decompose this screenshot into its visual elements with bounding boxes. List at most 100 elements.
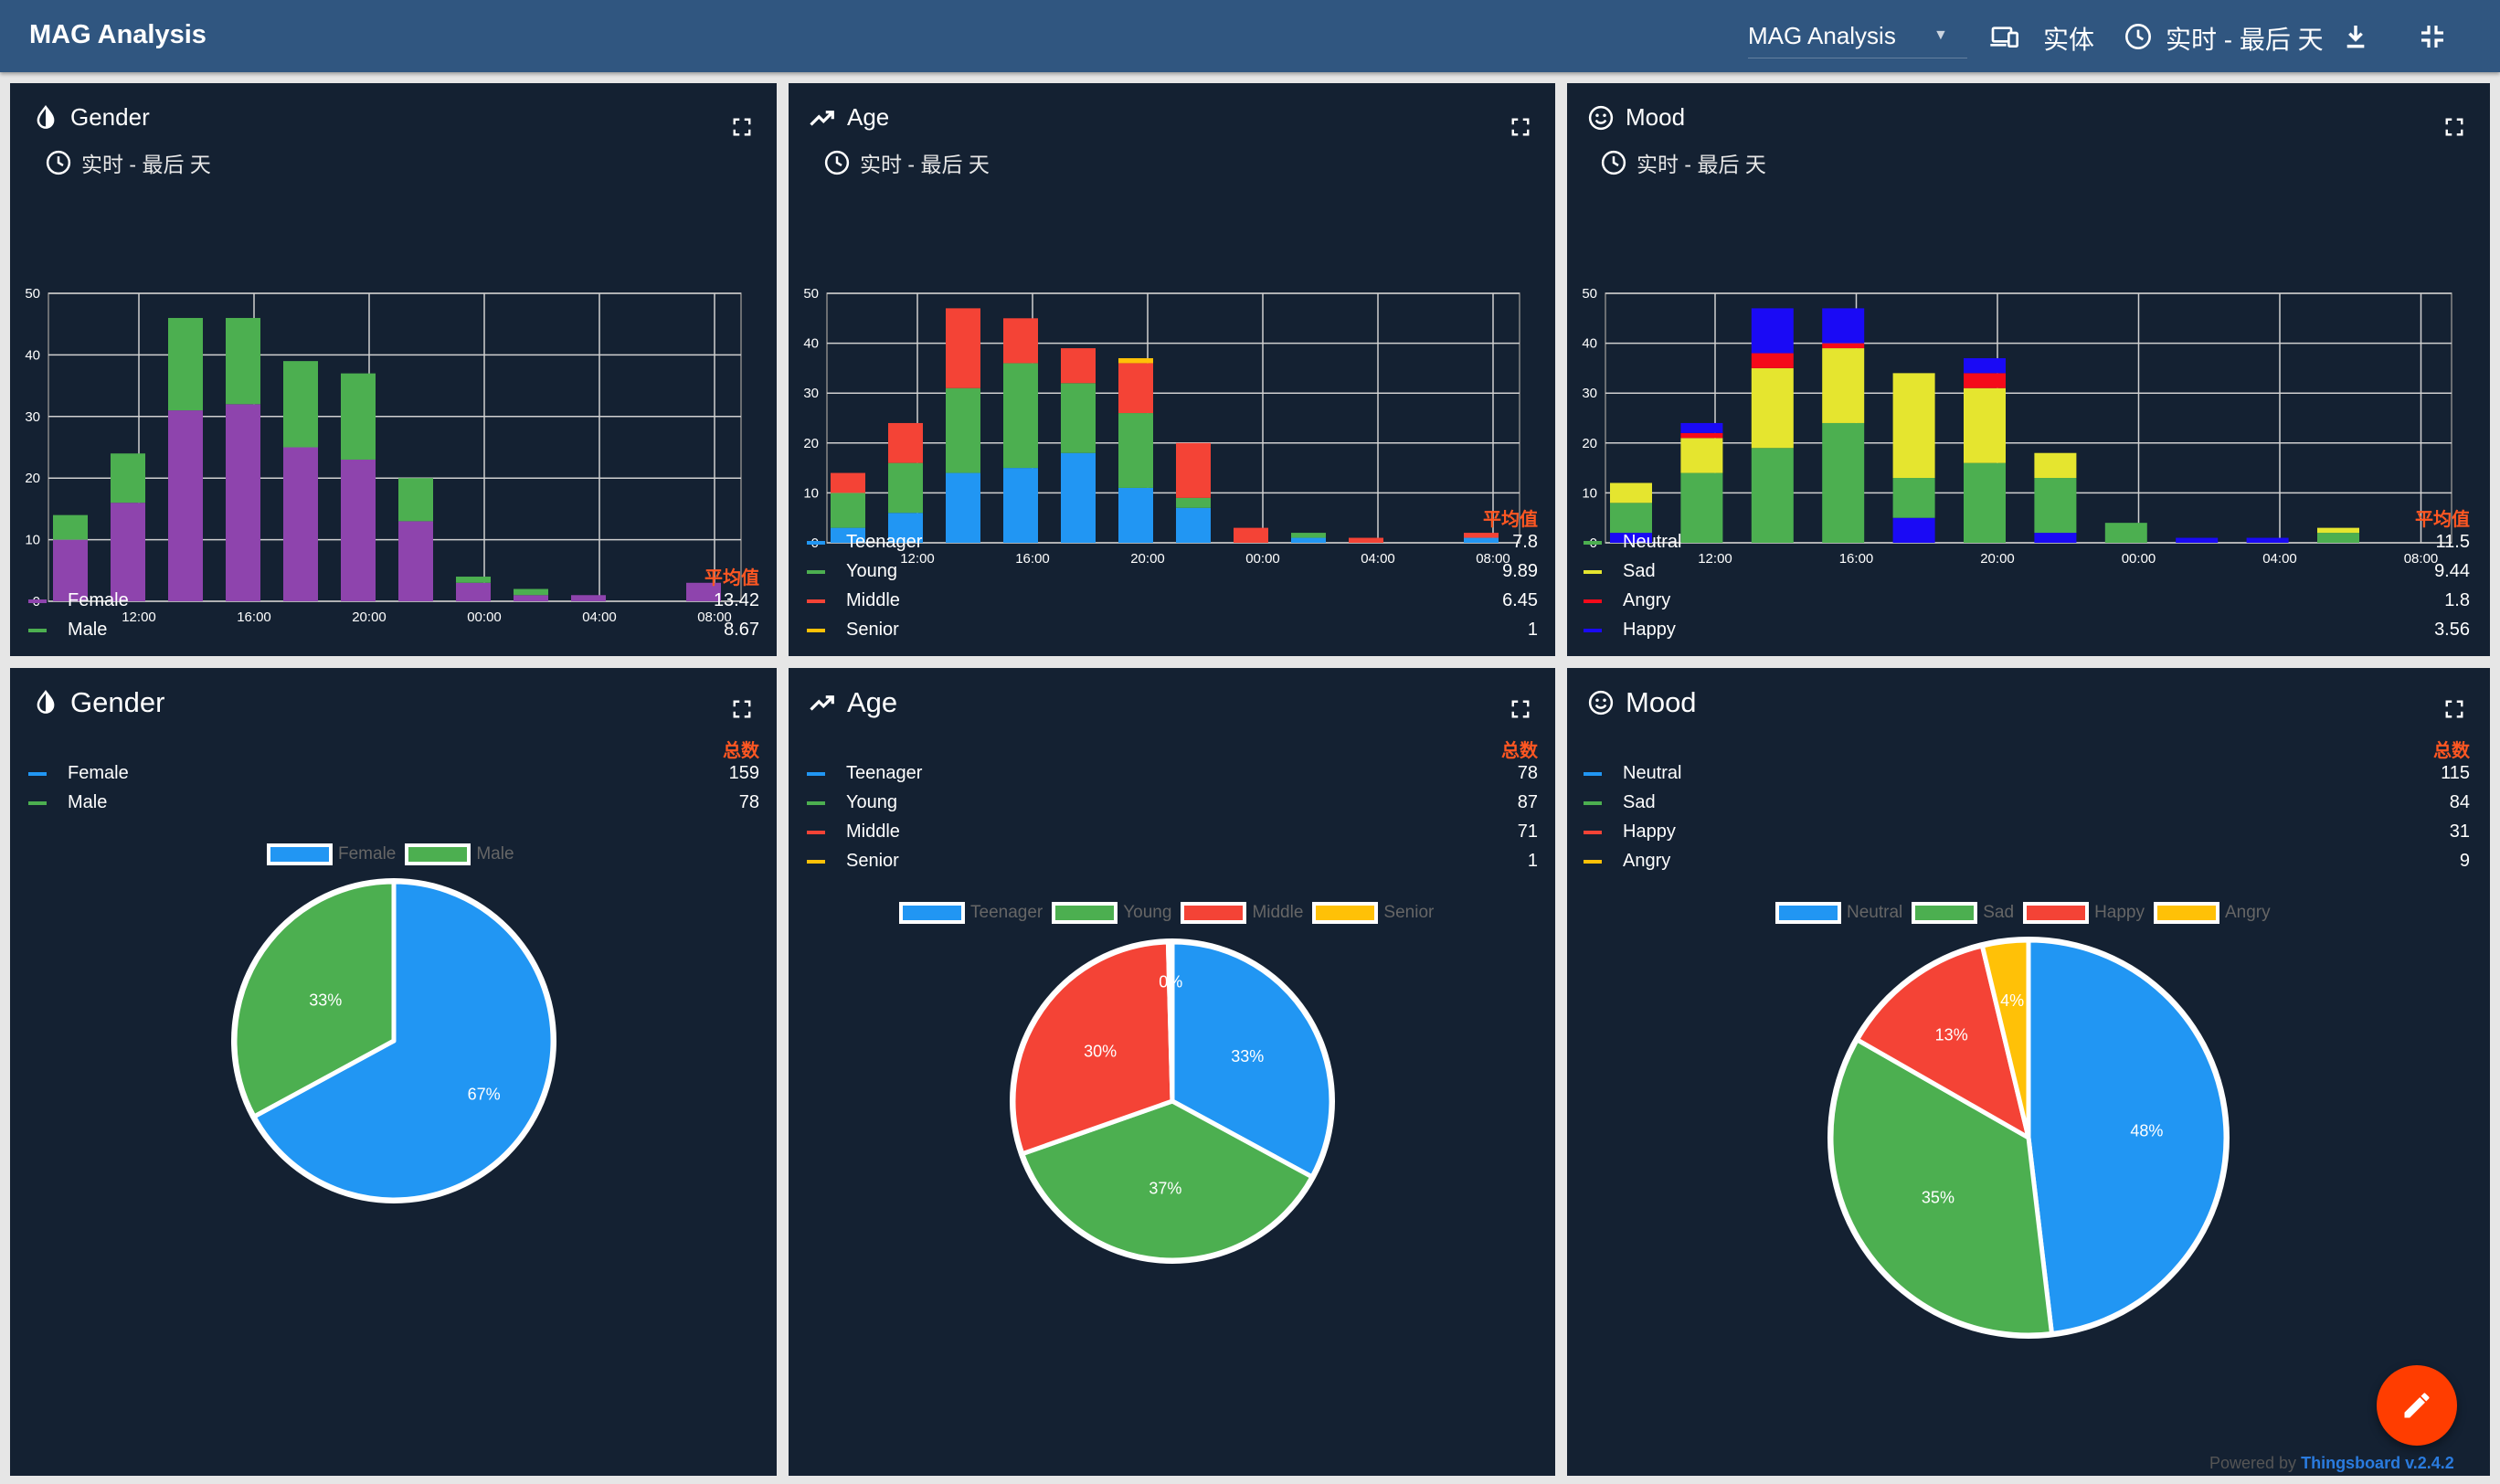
pie-legend-item[interactable]: Sad (1912, 902, 2014, 924)
pie-percent-label: 0% (1159, 973, 1182, 991)
pie-legend-label: Female (338, 844, 397, 864)
y-tick-label: 50 (803, 286, 819, 302)
bar-segment (2317, 533, 2359, 543)
fullscreen-icon[interactable] (732, 699, 752, 719)
bar-segment (1176, 507, 1211, 543)
bar-segment (1610, 533, 1652, 543)
y-tick-label: 40 (803, 336, 819, 352)
pie-legend-item[interactable]: Angry (2153, 902, 2271, 924)
powered-by-footer: Powered by Thingsboard v.2.4.2 (2209, 1454, 2454, 1473)
timewindow-button[interactable]: 实时 - 最后 天 (2166, 20, 2324, 57)
pie-percent-label: 4% (2000, 991, 2024, 1010)
pie-slice (2026, 938, 2229, 1336)
pie-legend-label: Angry (2224, 903, 2271, 922)
bar-segment (53, 539, 88, 601)
entity-label: 实体 (2043, 26, 2095, 54)
widget-title: Mood (1626, 686, 1697, 718)
legend-swatch (1584, 831, 1602, 834)
bar-segment (1964, 373, 2006, 388)
bar-segment (1291, 533, 1326, 538)
bar-segment (2034, 452, 2077, 479)
pie-slice (1170, 939, 1334, 1180)
widget-header: Age (809, 103, 889, 132)
pie-percent-label: 37% (1149, 1179, 1181, 1197)
devices-icon[interactable] (1989, 22, 2018, 51)
bar-segment (111, 453, 145, 504)
y-tick-label: 40 (1582, 336, 1597, 352)
bar-segment (1464, 533, 1499, 538)
trending-up-icon (810, 110, 834, 126)
timewindow-label: 实时 - 最后 天 (2166, 26, 2324, 54)
edit-dashboard-button[interactable] (2377, 1365, 2457, 1446)
pie-legend-label: Middle (1252, 903, 1304, 922)
x-tick-label: 04:00 (1361, 551, 1395, 567)
legend-item: Male 8.67 (28, 615, 759, 644)
fullscreen-icon[interactable] (1510, 699, 1531, 719)
bar-segment (168, 317, 203, 411)
bar-segment (1003, 318, 1038, 364)
entity-button[interactable]: 实体 (2043, 20, 2094, 57)
bar-segment (571, 595, 606, 601)
legend-label: Male (68, 792, 108, 812)
pie-slice (1979, 938, 2031, 1140)
app-title: MAG Analysis (29, 20, 207, 49)
legend-value: 9.44 (2434, 561, 2470, 581)
pie-legend-item[interactable]: Female (267, 843, 396, 865)
legend-label: Middle (846, 590, 900, 610)
y-tick-label: 50 (25, 286, 40, 302)
mood-bar-chart: 0102030405012:0016:0020:0000:0004:0008:0… (1582, 286, 2452, 567)
fullscreen-icon[interactable] (2444, 117, 2464, 137)
bar-segment (2246, 537, 2289, 543)
legend-item: Young 9.89 (807, 556, 1538, 586)
fullscreen-icon[interactable] (732, 117, 752, 137)
pie-legend-item[interactable]: Neutral (1775, 902, 1902, 924)
pie-legend-item[interactable]: Young (1052, 902, 1171, 924)
age-bar-widget: Age 实时 - 最后 天 0102030405012:0016:0020:00… (789, 83, 1555, 656)
fullscreen-icon[interactable] (1510, 117, 1531, 137)
x-tick-label: 20:00 (352, 610, 387, 625)
pie-chart-legend: Neutral Sad Happy Angry (1775, 902, 2274, 924)
pie-legend-item[interactable]: Happy (2023, 902, 2145, 924)
bar-segment (946, 387, 980, 473)
pie-chart-legend: Teenager Young Middle Senior (899, 902, 1437, 924)
legend-label: Sad (1623, 561, 1656, 581)
bar-segment (1118, 363, 1153, 414)
pie-slice (1828, 1037, 2054, 1338)
bar-segment (831, 493, 865, 528)
legend-swatch (1584, 570, 1602, 574)
widget-timewindow: 实时 - 最后 天 (45, 147, 211, 178)
y-tick-label: 30 (1582, 386, 1597, 401)
legend-label: Male (68, 620, 108, 640)
exit-fullscreen-icon[interactable] (2418, 22, 2447, 51)
pie-slice (1854, 943, 2031, 1140)
bar-segment (1680, 472, 1723, 543)
pie-legend-item[interactable]: Male (405, 843, 514, 865)
dashboard-select[interactable]: MAG Analysis ▼ (1748, 18, 1967, 58)
download-icon[interactable] (2341, 22, 2370, 51)
legend-swatch (1584, 801, 1602, 805)
bar-segment (1892, 373, 1935, 479)
widget-title: Gender (70, 686, 165, 718)
bar-segment (53, 514, 88, 540)
pie-slice (1011, 939, 1175, 1157)
clock-icon[interactable] (2124, 22, 2153, 51)
pie-slice (1020, 1098, 1315, 1263)
legend-swatch (807, 860, 825, 864)
legend-swatch (1584, 772, 1602, 776)
x-tick-label: 20:00 (1980, 551, 2015, 567)
fullscreen-icon[interactable] (2444, 699, 2464, 719)
legend-item: Angry 9 (1584, 846, 2470, 875)
legend-value: 1.8 (2444, 590, 2470, 610)
pie-legend-item[interactable]: Teenager (899, 902, 1043, 924)
pie-legend-item[interactable]: Middle (1181, 902, 1303, 924)
thingsboard-link[interactable]: Thingsboard v.2.4.2 (2301, 1454, 2454, 1472)
y-tick-label: 10 (25, 533, 40, 548)
bar-segment (1291, 537, 1326, 543)
legend-swatch (807, 541, 825, 545)
legend-value: 87 (1517, 792, 1538, 812)
pie-legend-item[interactable]: Senior (1312, 902, 1434, 924)
legend-swatch (807, 801, 825, 805)
pie-percent-label: 33% (309, 991, 342, 1010)
pie-legend-label: Senior (1383, 903, 1435, 922)
pie-legend-label: Male (476, 844, 514, 864)
